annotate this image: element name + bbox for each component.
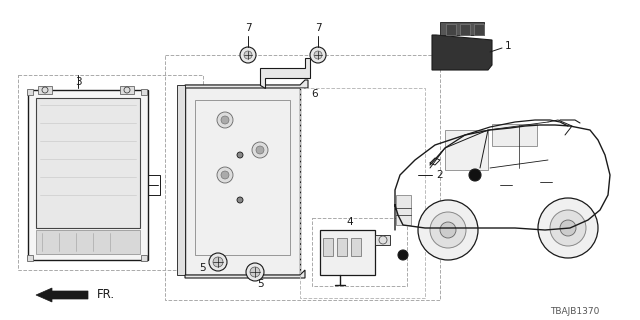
Bar: [165, 55, 440, 300]
FancyArrow shape: [36, 288, 88, 302]
Circle shape: [250, 267, 260, 277]
Bar: [446, 24, 456, 35]
Text: 5: 5: [257, 279, 263, 289]
Text: 7: 7: [315, 23, 321, 33]
Circle shape: [398, 250, 408, 260]
Polygon shape: [440, 22, 484, 35]
Text: TBAJB1370: TBAJB1370: [550, 308, 600, 316]
Bar: [28, 90, 148, 260]
Circle shape: [213, 257, 223, 267]
Circle shape: [244, 51, 252, 59]
Bar: [36, 98, 140, 228]
Bar: [445, 130, 488, 170]
Bar: [474, 24, 484, 35]
Text: 4: 4: [347, 217, 353, 227]
Circle shape: [237, 152, 243, 158]
Text: 6: 6: [312, 89, 318, 99]
Bar: [195, 100, 290, 255]
Circle shape: [550, 210, 586, 246]
Bar: [141, 255, 147, 261]
Circle shape: [209, 253, 227, 271]
Circle shape: [217, 112, 233, 128]
Polygon shape: [432, 35, 492, 70]
Bar: [351, 238, 361, 256]
Text: 3: 3: [75, 77, 81, 87]
Text: 1: 1: [505, 41, 511, 51]
Circle shape: [240, 47, 256, 63]
Polygon shape: [185, 270, 305, 278]
Bar: [396, 195, 411, 225]
Bar: [337, 238, 347, 256]
Circle shape: [221, 171, 229, 179]
Bar: [27, 255, 33, 261]
Circle shape: [256, 146, 264, 154]
Bar: [148, 175, 160, 195]
Bar: [300, 88, 425, 298]
Circle shape: [538, 198, 598, 258]
Bar: [375, 235, 390, 245]
Circle shape: [314, 51, 322, 59]
Bar: [27, 89, 33, 95]
Circle shape: [246, 263, 264, 281]
Bar: [323, 238, 333, 256]
Bar: [18, 75, 203, 270]
Bar: [460, 24, 470, 35]
Polygon shape: [185, 80, 308, 88]
Text: 5: 5: [198, 263, 205, 273]
Bar: [492, 124, 537, 146]
Bar: [185, 85, 300, 275]
Circle shape: [221, 116, 229, 124]
Circle shape: [217, 167, 233, 183]
Circle shape: [310, 47, 326, 63]
Circle shape: [430, 212, 466, 248]
Circle shape: [560, 220, 576, 236]
Text: FR.: FR.: [97, 289, 115, 301]
Bar: [36, 230, 140, 254]
Bar: [141, 89, 147, 95]
Polygon shape: [260, 58, 310, 88]
Text: 2: 2: [436, 170, 444, 180]
Circle shape: [237, 197, 243, 203]
Text: 7: 7: [244, 23, 252, 33]
Circle shape: [418, 200, 478, 260]
Circle shape: [440, 222, 456, 238]
Bar: [312, 218, 407, 286]
Bar: [38, 86, 52, 94]
Polygon shape: [177, 85, 185, 275]
Circle shape: [469, 169, 481, 181]
Bar: [320, 230, 375, 275]
Bar: [120, 86, 134, 94]
Circle shape: [252, 142, 268, 158]
